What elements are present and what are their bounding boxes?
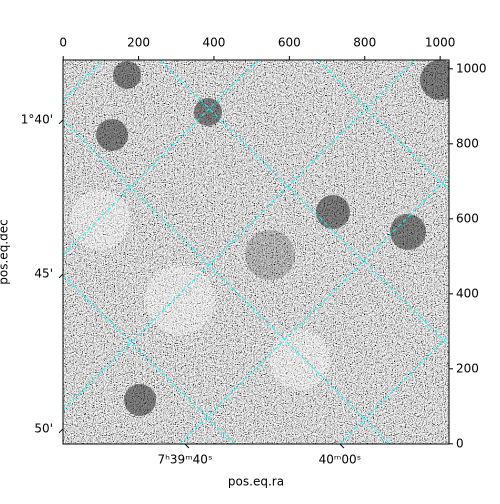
- x-tick-label: 600: [278, 36, 301, 50]
- ra-tick: [339, 443, 345, 449]
- ra-tick-label: 40ᵐ00ˢ: [319, 453, 362, 467]
- y-tick-label: 200: [456, 361, 479, 375]
- frame: [62, 59, 450, 445]
- dec-tick-label: 45': [34, 266, 53, 280]
- y-tick-label: 400: [456, 286, 479, 300]
- coordinate-grid: [63, 60, 449, 444]
- x-tick-label: 400: [203, 36, 226, 50]
- dec-tick: [58, 119, 64, 125]
- x-tick-label: 800: [353, 36, 376, 50]
- dec-tick-label: 50': [34, 421, 53, 435]
- y-axis-label: pos.eq.dec: [0, 219, 11, 284]
- dec-tick-label: 1°40': [21, 112, 53, 126]
- image: [63, 60, 449, 444]
- dec-tick: [58, 273, 64, 279]
- x-tick-label: 200: [127, 36, 150, 50]
- x-axis-label: pos.eq.ra: [228, 475, 284, 489]
- y-tick-label: 600: [456, 211, 479, 225]
- y-tick-label: 1000: [456, 61, 487, 75]
- x-tick-label: 1000: [425, 36, 456, 50]
- y-tick-label: 0: [456, 436, 464, 450]
- ra-tick-label: 7ʰ39ᵐ40ˢ: [157, 453, 212, 467]
- ra-tick: [184, 443, 190, 449]
- dec-tick: [58, 428, 64, 434]
- y-tick-label: 800: [456, 136, 479, 150]
- x-tick-label: 0: [59, 36, 67, 50]
